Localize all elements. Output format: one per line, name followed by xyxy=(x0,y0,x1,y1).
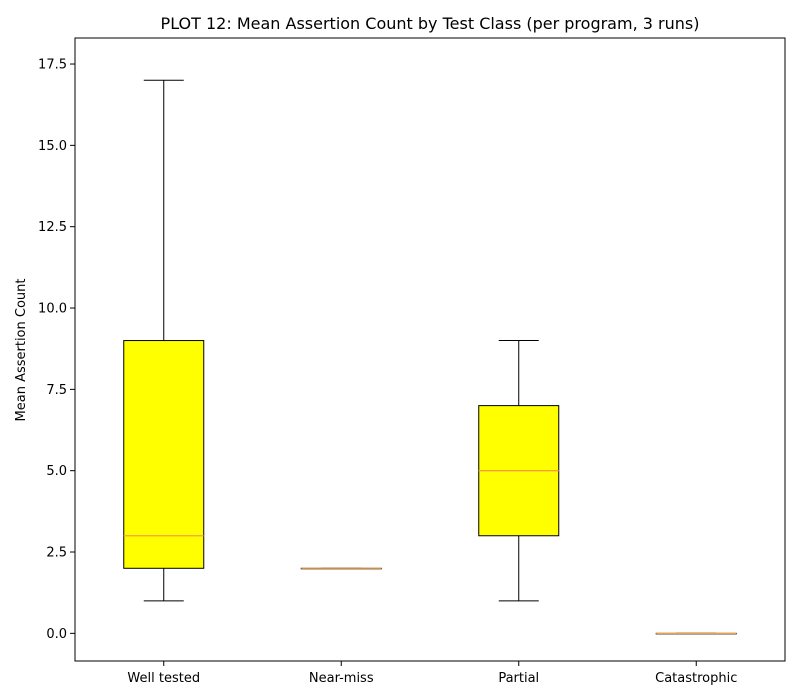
y-tick-label: 7.5 xyxy=(46,383,67,398)
y-axis-label: Mean Assertion Count xyxy=(14,279,29,422)
box-0 xyxy=(123,79,205,602)
box-1 xyxy=(300,567,382,570)
y-tick-label: 12.5 xyxy=(38,220,67,235)
y-tick-label: 5.0 xyxy=(46,464,67,479)
box-3 xyxy=(655,632,737,635)
x-tick-label: Partial xyxy=(498,671,539,686)
y-tick-label: 17.5 xyxy=(38,58,67,73)
y-tick-label: 15.0 xyxy=(38,139,67,154)
x-tick-label: Well tested xyxy=(127,671,200,686)
y-axis: 0.0 2.5 5.0 7.5 10.0 12.5 15.0 17.5 xyxy=(38,58,75,642)
x-tick-label: Catastrophic xyxy=(655,671,737,686)
x-tick-label: Near-miss xyxy=(309,671,374,686)
x-axis: Well tested Near-miss Partial Catastrophic xyxy=(127,661,737,686)
y-tick-label: 2.5 xyxy=(46,546,67,561)
iqr-box xyxy=(123,340,205,569)
y-tick-label: 10.0 xyxy=(38,302,67,317)
boxes-group xyxy=(123,79,737,635)
box-2 xyxy=(478,340,560,602)
y-tick-label: 0.0 xyxy=(46,627,67,642)
plot-area-frame xyxy=(74,37,786,662)
chart-title: PLOT 12: Mean Assertion Count by Test Cl… xyxy=(161,14,700,33)
